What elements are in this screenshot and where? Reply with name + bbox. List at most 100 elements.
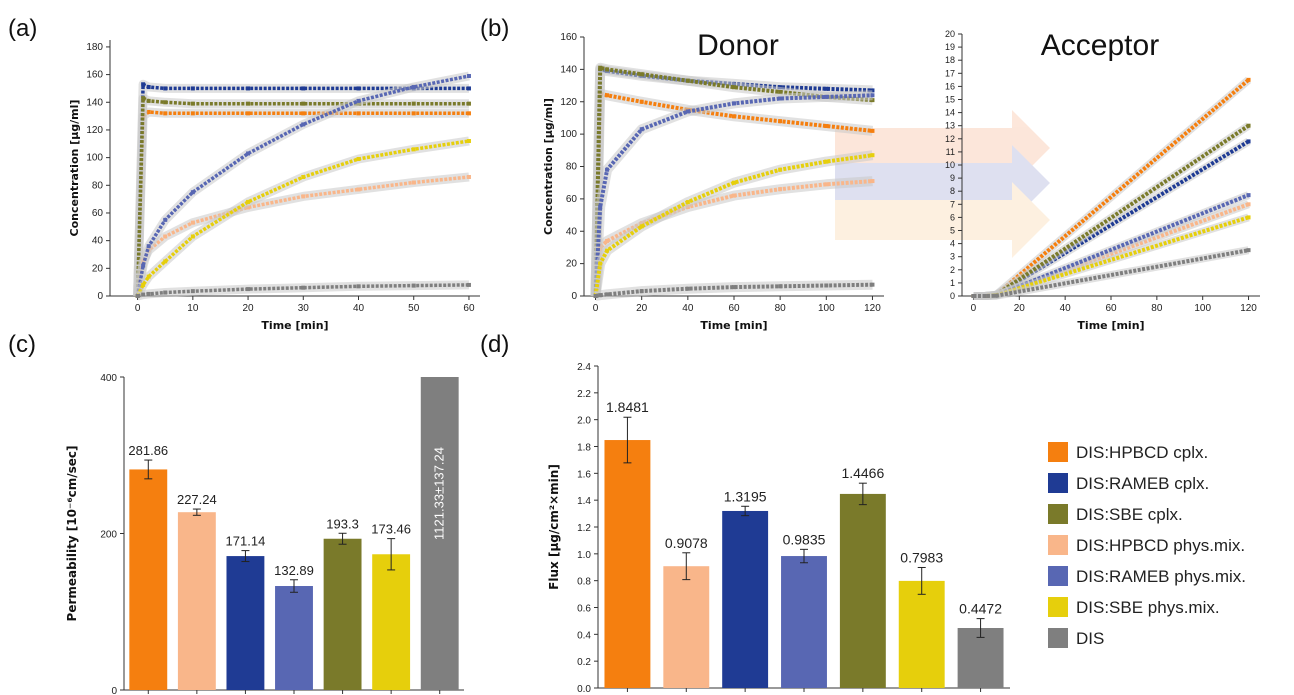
data-point (732, 85, 736, 90)
bar (604, 440, 651, 688)
bar (372, 554, 411, 690)
chart-b-donor: 0 20 40 60 80 100 120 0 20 40 60 80 100 120 140 160 Time… (542, 32, 884, 332)
data-point (466, 139, 471, 144)
legend-label: DIS:HPBCD cplx. (1076, 443, 1208, 462)
y-tick-label: 1 (950, 278, 955, 288)
data-point (732, 193, 736, 198)
y-axis-label: Concentration [µg/ml] (542, 98, 555, 235)
data-point (1246, 202, 1251, 207)
transfer-arrows (835, 110, 1050, 258)
data-point (301, 285, 306, 290)
bar (129, 469, 168, 690)
series-line (973, 248, 1249, 298)
data-point (598, 293, 603, 298)
data-point (870, 128, 875, 133)
legend-swatch (1048, 535, 1068, 555)
data-point (685, 78, 690, 83)
data-point (146, 98, 151, 103)
y-tick-label: 400 (100, 373, 117, 384)
data-point (598, 204, 603, 209)
data-point (301, 174, 306, 179)
chart-a: 0 10 20 30 40 50 60 0 20 40 60 80 100 120 140 160 180 Tim… (68, 40, 480, 332)
data-point (639, 289, 644, 294)
data-point (411, 111, 416, 116)
x-tick-label: 20 (242, 303, 254, 314)
y-axis-label: Concentration [µg/ml] (68, 100, 81, 237)
data-point (971, 294, 976, 298)
bar-value-label: 132.89 (274, 563, 314, 578)
data-point (466, 101, 471, 106)
data-point (870, 179, 875, 184)
data-point (870, 88, 875, 93)
x-tick-label: 40 (1060, 303, 1072, 314)
data-point (163, 290, 168, 295)
data-point (301, 86, 306, 91)
data-point (301, 111, 306, 116)
bar-value-label: 171.14 (226, 534, 266, 549)
y-tick-label: 140 (86, 97, 103, 108)
y-tick-label: 20 (92, 263, 104, 274)
y-tick-label: 16 (945, 81, 955, 91)
data-point (466, 111, 471, 116)
y-tick-label: 1.8 (577, 443, 591, 454)
legend-swatch (1048, 504, 1068, 524)
legend-label: DIS:HPBCD phys.mix. (1076, 536, 1245, 555)
series-error-band (133, 136, 470, 298)
data-point (605, 67, 610, 72)
data-point (466, 282, 471, 287)
data-point (246, 151, 251, 156)
data-point (824, 94, 829, 99)
data-point (778, 90, 783, 95)
bar (957, 628, 1004, 688)
data-point (356, 86, 361, 91)
y-tick-label: 20 (945, 29, 955, 39)
data-point (824, 182, 829, 187)
bar-value-label: 0.4472 (959, 601, 1002, 617)
y-tick-label: 15 (945, 95, 955, 105)
data-point (246, 205, 251, 210)
y-tick-label: 0.6 (577, 604, 591, 615)
series-line (135, 74, 470, 297)
y-tick-label: 60 (566, 194, 578, 205)
legend-swatch (1048, 473, 1068, 493)
y-tick-label: 1.0 (577, 550, 591, 561)
data-point (146, 244, 151, 249)
x-tick-label: 80 (1151, 303, 1163, 314)
x-tick-label: 20 (636, 303, 648, 314)
y-tick-label: 9 (950, 173, 955, 183)
data-point (301, 194, 306, 199)
data-point (301, 101, 306, 106)
data-point (870, 282, 875, 287)
legend-label: DIS (1076, 629, 1104, 648)
data-point (146, 291, 151, 296)
y-tick-label: 2.0 (577, 416, 591, 427)
y-tick-label: 14 (945, 108, 955, 118)
data-point (411, 283, 416, 288)
legend-label: DIS:RAMEB phys.mix. (1076, 567, 1246, 586)
x-tick-label: 0 (971, 303, 977, 314)
data-point (593, 294, 598, 298)
x-tick-label: 0 (593, 303, 599, 314)
donor-title: Donor (697, 29, 779, 62)
series-line (135, 110, 469, 297)
chart-b-acceptor: 0 20 40 60 80 100 1200123456789101112131415161… (945, 29, 1260, 332)
bar-value-label: 1.4466 (841, 465, 884, 481)
data-point (1246, 193, 1251, 198)
bar (663, 566, 710, 688)
y-tick-label: 4 (950, 239, 955, 249)
data-point (141, 282, 146, 287)
data-point (685, 200, 690, 205)
y-tick-label: 180 (86, 42, 103, 53)
series-error-band (590, 176, 873, 297)
data-point (246, 199, 251, 204)
x-tick-label: 60 (463, 303, 475, 314)
data-point (246, 287, 251, 292)
data-point (356, 98, 361, 103)
series-line (135, 82, 469, 297)
y-tick-label: 3 (950, 252, 955, 262)
data-point (824, 86, 829, 91)
data-point (732, 101, 736, 106)
data-point (824, 124, 829, 129)
bar (420, 377, 459, 690)
chart-c: 0 200 400 Permeability [10⁻⁶cm/sec] 281.86 22… (65, 373, 464, 695)
